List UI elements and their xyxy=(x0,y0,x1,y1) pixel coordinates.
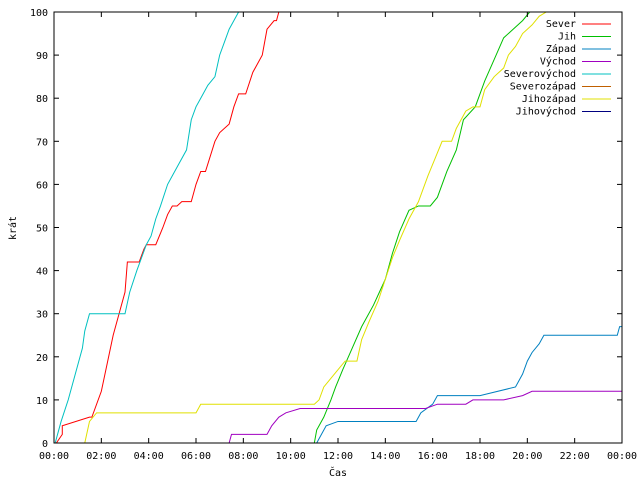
x-tick-label: 04:00 xyxy=(134,451,164,462)
x-axis-label: Čas xyxy=(329,466,347,479)
x-tick-label: 06:00 xyxy=(181,451,211,462)
x-tick-label: 08:00 xyxy=(228,451,258,462)
legend-label: Severovýchod xyxy=(504,68,576,80)
x-tick-label: 12:00 xyxy=(323,451,353,462)
legend-label: Jihozápad xyxy=(522,93,576,105)
x-tick-label: 00:00 xyxy=(39,451,69,462)
y-axis-label: krát xyxy=(7,216,19,240)
legend-label: Východ xyxy=(540,56,576,68)
x-tick-label: 16:00 xyxy=(418,451,448,462)
legend-label: Severozápad xyxy=(510,81,576,93)
legend: Sever JihZápadVýchodSeverovýchodSeverozáp… xyxy=(504,19,611,118)
axis-ticks xyxy=(53,11,623,444)
axis-tick-labels: 0 10 20 30 40 50 60 70 80 90 100 00:00 02:00 04:00 06:… xyxy=(30,8,637,462)
legend-label: Západ xyxy=(546,43,576,55)
plot-lines xyxy=(54,11,622,444)
y-tick-label: 50 xyxy=(36,224,48,235)
y-tick-label: 100 xyxy=(30,8,48,19)
series-line xyxy=(84,11,551,444)
series-line xyxy=(311,326,622,444)
x-tick-label: 14:00 xyxy=(370,451,400,462)
series-line xyxy=(309,11,531,444)
y-tick-label: 60 xyxy=(36,180,48,191)
y-tick-label: 30 xyxy=(36,310,48,321)
series-line xyxy=(228,390,622,444)
legend-label: Jihovýchod xyxy=(516,106,576,118)
x-tick-label: 22:00 xyxy=(560,451,590,462)
legend-label: Sever xyxy=(546,19,576,30)
legend-label: Jih xyxy=(558,32,576,43)
x-tick-label: 20:00 xyxy=(512,451,542,462)
y-tick-label: 90 xyxy=(36,51,48,62)
y-tick-label: 70 xyxy=(36,137,48,148)
y-tick-label: 80 xyxy=(36,94,48,105)
x-tick-label: 10:00 xyxy=(276,451,306,462)
x-tick-label: 00:00 xyxy=(607,451,637,462)
y-tick-label: 20 xyxy=(36,353,48,364)
series-line xyxy=(54,11,280,444)
x-tick-label: 02:00 xyxy=(86,451,116,462)
y-tick-label: 0 xyxy=(42,439,48,450)
x-tick-label: 18:00 xyxy=(465,451,495,462)
y-tick-label: 10 xyxy=(36,396,48,407)
y-tick-label: 40 xyxy=(36,267,48,278)
series-line xyxy=(54,11,240,444)
